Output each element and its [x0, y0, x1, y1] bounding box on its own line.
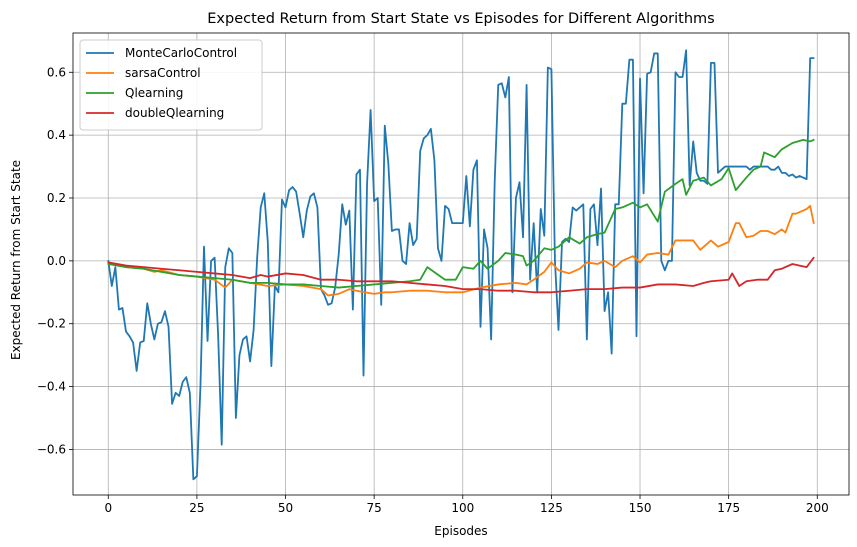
legend-label: Qlearning — [125, 86, 183, 100]
series-layer — [107, 49, 815, 481]
x-axis-label: Episodes — [434, 524, 487, 538]
y-tick-label: 0.2 — [47, 191, 66, 205]
x-tick-label: 100 — [451, 501, 474, 515]
y-tick-label: −0.2 — [37, 317, 66, 331]
legend: MonteCarloControl sarsaControl Qlearning do… — [79, 39, 263, 131]
x-tick-label: 150 — [629, 501, 652, 515]
y-tick-label: −0.4 — [37, 380, 66, 394]
x-tick-label: 0 — [104, 501, 112, 515]
x-tick-label: 200 — [806, 501, 829, 515]
plot-frame — [72, 32, 850, 496]
legend-label: doubleQlearning — [125, 106, 224, 120]
axis-ticks: 0 25 50 75 100 125 150 175 200 −0.6 −0.4 −0.2 0.0 0.2… — [37, 65, 829, 515]
x-tick-label: 125 — [540, 501, 563, 515]
series-line-MonteCarloControl — [107, 49, 815, 481]
y-tick-label: 0.4 — [47, 128, 66, 142]
grid — [73, 33, 849, 495]
series-line-doubleQlearning — [107, 256, 815, 294]
y-tick-label: 0.6 — [47, 65, 66, 79]
x-tick-label: 175 — [717, 501, 740, 515]
legend-label: sarsaControl — [125, 66, 201, 80]
chart-title: Expected Return from Start State vs Epis… — [207, 11, 714, 27]
x-tick-label: 25 — [189, 501, 204, 515]
x-tick-label: 50 — [278, 501, 293, 515]
x-tick-label: 75 — [367, 501, 382, 515]
legend-box — [79, 39, 263, 131]
legend-label: MonteCarloControl — [125, 46, 237, 60]
y-axis-label: Expected Return from Start State — [9, 160, 23, 360]
y-tick-label: 0.0 — [47, 254, 66, 268]
y-tick-label: −0.6 — [37, 442, 66, 456]
series-line-Qlearning — [107, 138, 815, 289]
series-line-sarsaControl — [107, 204, 815, 297]
